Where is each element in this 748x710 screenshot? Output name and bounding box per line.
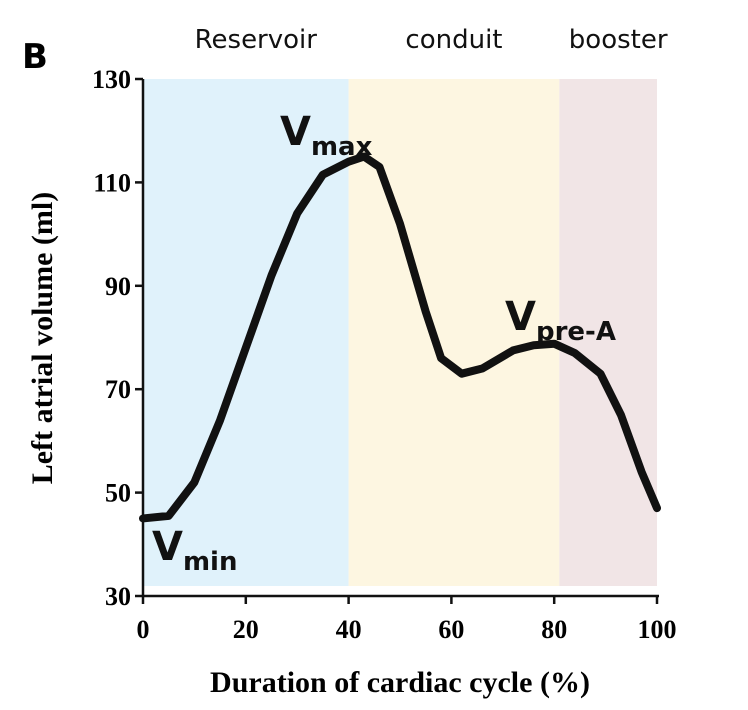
y-tick-label: 90 xyxy=(105,272,131,301)
x-tick-label: 20 xyxy=(233,615,259,644)
annotation-text: V xyxy=(280,109,311,155)
y-tick-label: 70 xyxy=(105,375,131,404)
line xyxy=(139,152,661,523)
annotation-subscript: max xyxy=(311,132,373,162)
panel-label: B xyxy=(22,37,48,77)
x-tick-label: 60 xyxy=(438,615,464,644)
y-tick-label: 30 xyxy=(105,582,131,611)
x-tick-label: 0 xyxy=(137,615,150,644)
phase-region xyxy=(559,79,657,586)
phase-region xyxy=(348,79,560,586)
x-tick-label: 40 xyxy=(336,615,362,644)
annotation-text: V xyxy=(152,524,183,570)
annotation: Vmin xyxy=(152,524,237,577)
annotation-subscript: min xyxy=(183,547,238,577)
y-axis-label: Left atrial volume (ml) xyxy=(26,192,59,484)
annotation-subscript: pre-A xyxy=(536,317,616,347)
x-axis-label: Duration of cardiac cycle (%) xyxy=(210,666,590,699)
phase-label: Reservoir xyxy=(195,25,318,55)
phase-label: booster xyxy=(569,25,668,55)
y-tick-label: 130 xyxy=(92,65,131,94)
annotation-text: V xyxy=(505,294,536,340)
annotation: Vmax xyxy=(280,109,373,162)
x-tick-label: 80 xyxy=(541,615,567,644)
annotation: Vpre-A xyxy=(505,294,616,347)
x-tick-label: 100 xyxy=(638,615,677,644)
y-tick-label: 110 xyxy=(93,168,131,197)
phase-label: conduit xyxy=(405,25,502,55)
y-tick-label: 50 xyxy=(105,479,131,508)
